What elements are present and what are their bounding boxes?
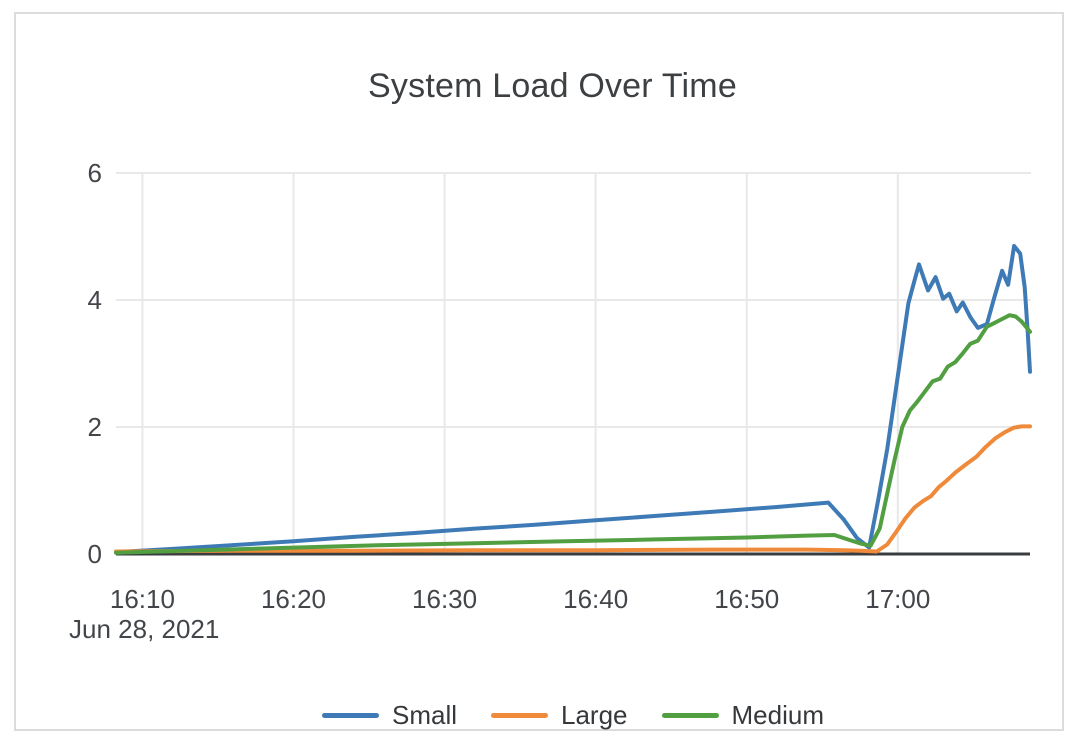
legend-label-medium: Medium (731, 700, 824, 730)
legend-item-large[interactable]: Large (491, 700, 628, 730)
legend-label-large: Large (561, 700, 628, 730)
x-tick-label: 16:10 (109, 584, 175, 614)
x-tick-label: 16:30 (412, 584, 478, 614)
legend-swatch-large (491, 712, 549, 718)
chart-legend: Small Large Medium (116, 700, 1030, 730)
x-tick-label: 17:00 (865, 584, 931, 614)
y-tick-label: 2 (87, 412, 102, 442)
legend-label-small: Small (392, 700, 458, 730)
legend-swatch-small (322, 712, 379, 718)
legend-item-small[interactable]: Small (322, 700, 457, 730)
chart-card: System Load Over Time 0 2 4 6 16:10 16:20 16:… (14, 12, 1064, 731)
series-line-medium (114, 313, 1032, 555)
series-line-large (114, 424, 1032, 554)
y-tick-label: 4 (87, 285, 102, 315)
x-tick-label: 16:40 (563, 584, 629, 614)
series-line-small (114, 244, 1032, 555)
chart-title: System Load Over Time (368, 67, 737, 105)
legend-swatch-medium (661, 712, 719, 718)
y-tick-label: 6 (87, 158, 102, 188)
y-tick-label: 0 (87, 539, 102, 569)
x-axis-date-label: Jun 28, 2021 (69, 614, 220, 644)
line-chart-plot (114, 172, 1032, 556)
x-tick-label: 16:20 (260, 584, 327, 614)
x-tick-label: 16:50 (714, 584, 780, 614)
legend-item-medium[interactable]: Medium (661, 700, 824, 730)
